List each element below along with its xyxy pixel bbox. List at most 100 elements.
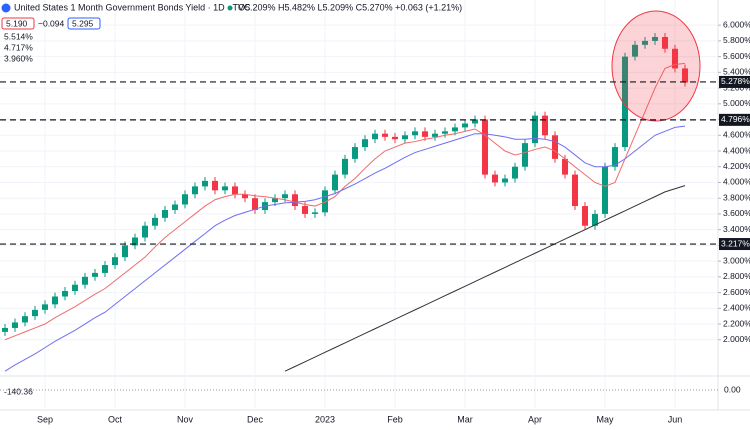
candle-body [422,131,428,137]
candle-body [172,204,178,210]
candle-body [432,133,438,137]
candle-body [592,213,598,226]
candle-body [572,174,578,207]
x-tick-label: Mar [457,414,473,424]
y-tick-label: 6.000% [723,19,750,29]
y-tick-label: 5.800% [723,35,750,45]
candle-body [322,190,328,213]
candle-body [622,56,628,148]
candle-body [332,174,338,191]
plot [2,33,688,372]
indicator-value: 5.514% [4,31,33,41]
candle-body [582,206,588,226]
candle-body [272,198,278,203]
candle-body [452,127,458,132]
candle-body [312,212,318,214]
x-tick-label: Dec [247,414,264,424]
overlay: 5.278% 4.796% 3.217% [0,75,750,251]
candle-body [252,198,258,210]
candle-body [362,139,368,148]
candle-body [372,133,378,140]
y-tick-label: 2.600% [723,287,750,297]
candle-body [612,147,618,167]
candle-body [412,131,418,136]
candle-body [72,284,78,291]
y-tick-label: 3.400% [723,224,750,234]
x-tick-label: Sep [37,414,53,424]
y-tick-label: 3.600% [723,208,750,218]
ask-box [67,17,101,30]
y-tick-label: 4.000% [723,177,750,187]
candle-body [552,135,558,159]
candle-body [502,178,508,183]
bid: 5.190 [6,18,28,28]
candle-body [462,123,468,128]
candle-body [42,304,48,310]
candle-body [12,322,18,328]
lower-pane-value: -140.36 [4,386,33,396]
candle-body [2,327,8,332]
level-label: 3.217% [721,238,750,248]
candle-body [342,158,348,175]
level-label: 5.278% [721,76,750,86]
candle-body [662,36,668,49]
level-label-box [719,238,750,251]
candle-body [122,245,128,258]
candle-body [52,296,58,305]
candle-body [302,206,308,214]
candle-body [512,166,518,179]
x-tick-label: 2023 [315,414,335,424]
candle-body [222,186,228,191]
candle-body [352,147,358,159]
indicator-value: 3.960% [4,53,33,63]
candle-body [292,194,298,207]
y-tick-label: 3.000% [723,255,750,265]
x-tick-label: Nov [177,414,194,424]
chart-title: United States 1 Month Government Bonds Y… [14,2,251,12]
candle-body [392,136,398,140]
level-label: 4.796% [721,114,750,124]
candle-body [672,48,678,69]
grid: 2.000%2.200%2.400%2.600%2.800%3.000%3.20… [0,0,750,410]
candle-body [492,174,498,183]
y-tick-label: 2.800% [723,271,750,281]
x-tick-label: Feb [387,414,403,424]
moving-average-line [284,185,686,372]
candle-body [542,115,548,136]
candle-body [102,265,108,273]
spread: −0.094 [38,18,65,28]
candle-body [442,131,448,134]
candle-body [482,119,488,175]
y-tick-label: 5.000% [723,98,750,108]
candle-body [242,194,248,199]
y-tick-label: 4.600% [723,130,750,140]
candle-body [112,257,118,266]
candle-body [522,143,528,167]
lower-pane-axis-label: 0.00 [724,384,741,394]
level-label-box [719,75,750,88]
y-tick-label: 5.400% [723,67,750,77]
x-tick-label: Apr [528,414,542,424]
candle-body [192,186,198,195]
x-tick-label: May [596,414,614,424]
y-tick-label: 5.600% [723,51,750,61]
level-label-box [719,113,750,126]
moving-average-line [4,125,686,372]
candle-body [282,194,288,199]
x-tick-label: Oct [108,414,123,424]
highlight-circle [611,10,701,122]
candle-body [82,276,88,285]
candle-body [152,217,158,226]
candle-body [62,290,68,297]
candle-body [132,237,138,246]
candle-body [162,209,168,218]
candle-body [652,36,658,41]
candle-body [602,166,608,214]
y-tick-label: 4.400% [723,145,750,155]
y-tick-label: 2.400% [723,303,750,313]
candle-body [202,180,208,187]
y-tick-label: 4.200% [723,161,750,171]
indicator-value: 4.717% [4,42,33,52]
ask: 5.295 [72,18,94,28]
